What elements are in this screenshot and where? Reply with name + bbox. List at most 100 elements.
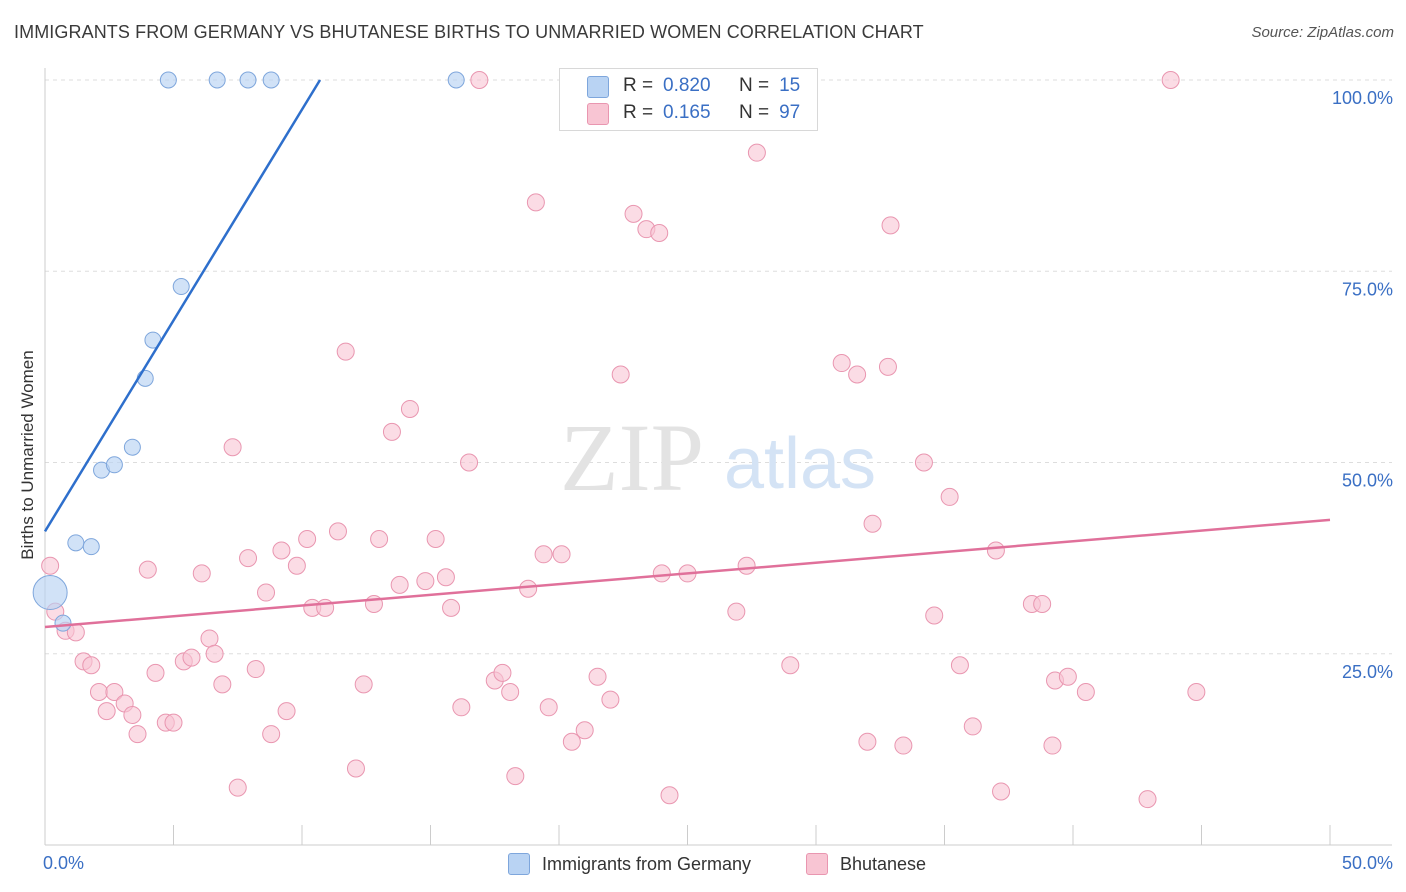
watermark: ZIP atlas [560, 404, 876, 511]
bhutanese-point [1161, 71, 1180, 89]
bhutanese-point [370, 530, 389, 548]
bhutanese-point [575, 721, 594, 740]
bhutanese-point [164, 713, 183, 732]
bhutanese-point [652, 564, 671, 583]
bhutanese-point [914, 453, 933, 472]
bhutanese-point [1138, 790, 1157, 809]
bhutanese-point [925, 606, 944, 625]
bhutanese-point [390, 575, 409, 594]
legend-item-germany[interactable]: Immigrants from Germany [508, 851, 751, 877]
gridlines [45, 79, 1392, 655]
bhutanese-point [223, 438, 242, 457]
bhutanese-point [552, 545, 571, 564]
bhutanese-point [894, 736, 913, 755]
bhutanese-point [1076, 683, 1095, 701]
x-tick-label: 50.0% [1342, 853, 1393, 873]
bhutanese-point [950, 656, 969, 675]
bhutanese-point [287, 556, 306, 575]
bhutanese-point [182, 648, 201, 667]
bhutanese-point [493, 663, 512, 682]
bhutanese-point [354, 675, 373, 694]
legend-swatch-blue [508, 853, 530, 875]
watermark-atlas: atlas [724, 424, 876, 504]
bhutanese-point [97, 702, 116, 721]
n-value: 97 [779, 102, 801, 123]
bhutanese-point [228, 778, 247, 797]
legend-item-bhutanese[interactable]: Bhutanese [806, 851, 926, 877]
bhutanese-point [41, 556, 60, 575]
bhutanese-point [519, 579, 538, 598]
germany-point [82, 538, 100, 556]
bhutanese-point [192, 564, 211, 583]
bhutanese-point [328, 522, 347, 541]
bhutanese-point [262, 725, 281, 744]
germany-point [447, 71, 465, 89]
r-label: R = [623, 75, 654, 96]
bhutanese-point [257, 583, 276, 602]
bhutanese-point [460, 453, 479, 472]
y-tick-label: 75.0% [1342, 279, 1393, 299]
bhutanese-point [470, 71, 489, 89]
bhutanese-point [534, 545, 553, 564]
bhutanese-point [848, 365, 867, 384]
bhutanese-point [146, 663, 165, 682]
bhutanese-point [781, 656, 800, 675]
bhutanese-point [611, 365, 630, 384]
y-tick-label: 25.0% [1342, 662, 1393, 682]
bhutanese-point [832, 354, 851, 373]
bhutanese-point [400, 399, 419, 418]
bhutanese-point [272, 541, 291, 560]
bhutanese-point [737, 556, 756, 575]
bhutanese-point [426, 530, 445, 548]
n-value: 15 [779, 75, 801, 96]
bhutanese-point [452, 698, 471, 717]
watermark-zip: ZIP [560, 404, 704, 511]
bhutanese-point [1033, 595, 1052, 614]
bhutanese-point [940, 487, 959, 506]
bhutanese-point [1058, 667, 1077, 686]
bhutanese-point [539, 698, 558, 717]
germany-point [208, 71, 226, 89]
bhutanese-point [660, 786, 679, 805]
germany-point [67, 534, 85, 552]
axes [44, 68, 1392, 846]
germany-trend-line [43, 79, 322, 533]
bhutanese-point [436, 568, 455, 587]
bhutanese-point [858, 732, 877, 751]
bhutanese-point [205, 644, 224, 663]
r-value: 0.165 [663, 102, 711, 123]
n-label: N = [739, 75, 770, 96]
germany-point [123, 438, 141, 456]
stats-row-germany: R = 0.820 N = 15 [587, 74, 801, 98]
germany-points [32, 71, 465, 632]
bhutanese-point [442, 598, 461, 617]
germany-point [172, 278, 190, 296]
bhutanese-point [992, 782, 1011, 801]
germany-point [239, 71, 257, 89]
bhutanese-point [588, 667, 607, 686]
germany-point [262, 71, 280, 89]
tick-labels: 25.0% 50.0% 75.0% 100.0% 0.0% 50.0% [43, 88, 1393, 873]
bhutanese-point [963, 717, 982, 736]
germany-point [54, 614, 72, 632]
bhutanese-point [562, 732, 581, 751]
bhutanese-point [526, 193, 545, 212]
bhutanese-point [200, 629, 219, 648]
legend-swatch-blue [587, 76, 609, 98]
germany-point [32, 575, 68, 611]
germany-point [105, 456, 123, 474]
germany-point [159, 71, 177, 89]
bhutanese-point [123, 705, 142, 724]
bhutanese-point [863, 514, 882, 533]
bhutanese-point [346, 759, 365, 778]
legend-label-bhutanese: Bhutanese [840, 853, 927, 874]
y-tick-label: 50.0% [1342, 471, 1393, 491]
bhutanese-point [82, 656, 101, 675]
bhutanese-point [336, 342, 355, 361]
stats-legend: R = 0.820 N = 15 R = 0.165 N = 97 [559, 68, 818, 131]
bhutanese-point [382, 422, 401, 441]
legend-swatch-pink [587, 103, 609, 125]
bhutanese-point [416, 572, 435, 591]
bhutanese-point [601, 690, 620, 709]
